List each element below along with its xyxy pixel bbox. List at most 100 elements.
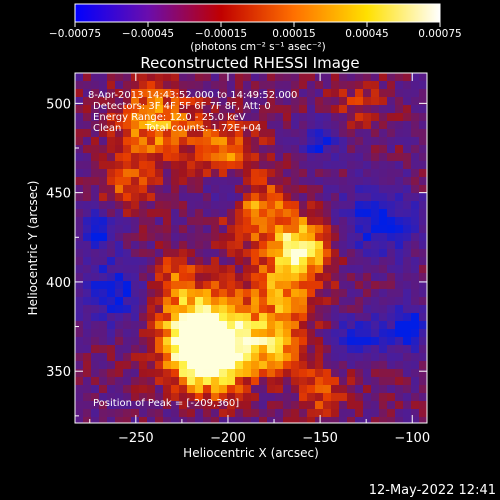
heatmap-cell	[171, 137, 179, 145]
heatmap-cell	[131, 409, 139, 417]
heatmap-cell	[195, 241, 203, 249]
heatmap-cell	[291, 361, 299, 369]
heatmap-cell	[387, 281, 395, 289]
heatmap-cell	[419, 97, 427, 105]
heatmap-cell	[243, 361, 251, 369]
heatmap-cell	[411, 385, 419, 393]
heatmap-cell	[267, 161, 275, 169]
heatmap-cell	[203, 265, 211, 273]
heatmap-cell	[131, 153, 139, 161]
heatmap-cell	[131, 241, 139, 249]
heatmap-cell	[171, 193, 179, 201]
heatmap-cell	[259, 353, 267, 361]
heatmap-cell	[195, 417, 203, 423]
heatmap-cell	[227, 177, 235, 185]
heatmap-cell	[299, 169, 307, 177]
heatmap-cell	[395, 193, 403, 201]
heatmap-cell	[131, 249, 139, 257]
heatmap-cell	[91, 129, 99, 137]
heatmap-cell	[323, 353, 331, 361]
heatmap-cell	[123, 393, 131, 401]
heatmap-cell	[339, 361, 347, 369]
heatmap-cell	[307, 329, 315, 337]
heatmap-cell	[123, 137, 131, 145]
heatmap-cell	[275, 321, 283, 329]
heatmap-cell	[147, 161, 155, 169]
heatmap-cell	[403, 225, 411, 233]
heatmap-cell	[347, 289, 355, 297]
heatmap-cell	[307, 369, 315, 377]
heatmap-cell	[403, 369, 411, 377]
heatmap-cell	[75, 169, 83, 177]
heatmap-cell	[315, 257, 323, 265]
heatmap-cell	[395, 81, 403, 89]
heatmap-cell	[115, 409, 123, 417]
heatmap-cell	[403, 393, 411, 401]
heatmap-cell	[227, 137, 235, 145]
heatmap-cell	[419, 417, 427, 423]
heatmap-cell	[211, 121, 219, 129]
heatmap-cell	[355, 225, 363, 233]
heatmap-cell	[267, 193, 275, 201]
heatmap-cell	[291, 409, 299, 417]
heatmap-cell	[163, 81, 171, 89]
heatmap-cell	[123, 177, 131, 185]
heatmap-cell	[371, 129, 379, 137]
heatmap-cell	[267, 145, 275, 153]
heatmap-cell	[283, 265, 291, 273]
heatmap-cell	[211, 145, 219, 153]
heatmap-cell	[243, 377, 251, 385]
heatmap-cell	[163, 401, 171, 409]
heatmap-cell	[195, 233, 203, 241]
heatmap-cell	[211, 73, 219, 81]
heatmap-cell	[235, 177, 243, 185]
heatmap-cell	[227, 257, 235, 265]
heatmap-cell	[243, 353, 251, 361]
heatmap-cell	[147, 369, 155, 377]
heatmap-cell	[419, 169, 427, 177]
heatmap-cell	[219, 393, 227, 401]
heatmap-cell	[419, 129, 427, 137]
heatmap-cell	[275, 345, 283, 353]
heatmap-cell	[203, 73, 211, 81]
heatmap-cell	[235, 241, 243, 249]
heatmap-cell	[307, 321, 315, 329]
heatmap-cell	[347, 209, 355, 217]
heatmap-cell	[283, 257, 291, 265]
heatmap-cell	[115, 177, 123, 185]
heatmap-cell	[251, 321, 259, 329]
heatmap-cell	[147, 257, 155, 265]
heatmap-cell	[283, 369, 291, 377]
heatmap-cell	[283, 409, 291, 417]
heatmap-cell	[155, 81, 163, 89]
heatmap-cell	[187, 89, 195, 97]
heatmap-cell	[275, 209, 283, 217]
heatmap-cell	[99, 345, 107, 353]
heatmap-cell	[395, 281, 403, 289]
heatmap-cell	[387, 241, 395, 249]
heatmap-cell	[411, 97, 419, 105]
heatmap-cell	[187, 137, 195, 145]
heatmap-cell	[371, 137, 379, 145]
heatmap-cell	[91, 89, 99, 97]
heatmap-cell	[259, 385, 267, 393]
heatmap-cell	[403, 345, 411, 353]
heatmap-cell	[259, 345, 267, 353]
heatmap-cell	[243, 337, 251, 345]
heatmap-cell	[323, 209, 331, 217]
heatmap-cell	[115, 89, 123, 97]
heatmap-cell	[307, 297, 315, 305]
heatmap-cell	[203, 97, 211, 105]
heatmap-cell	[203, 401, 211, 409]
heatmap-cell	[363, 129, 371, 137]
heatmap-cell	[187, 81, 195, 89]
heatmap-cell	[131, 161, 139, 169]
heatmap-cell	[387, 105, 395, 113]
heatmap-cell	[387, 313, 395, 321]
heatmap-cell	[107, 177, 115, 185]
heatmap-cell	[211, 233, 219, 241]
heatmap-cell	[339, 89, 347, 97]
heatmap-cell	[203, 289, 211, 297]
heatmap-cell	[235, 321, 243, 329]
heatmap-cell	[403, 145, 411, 153]
